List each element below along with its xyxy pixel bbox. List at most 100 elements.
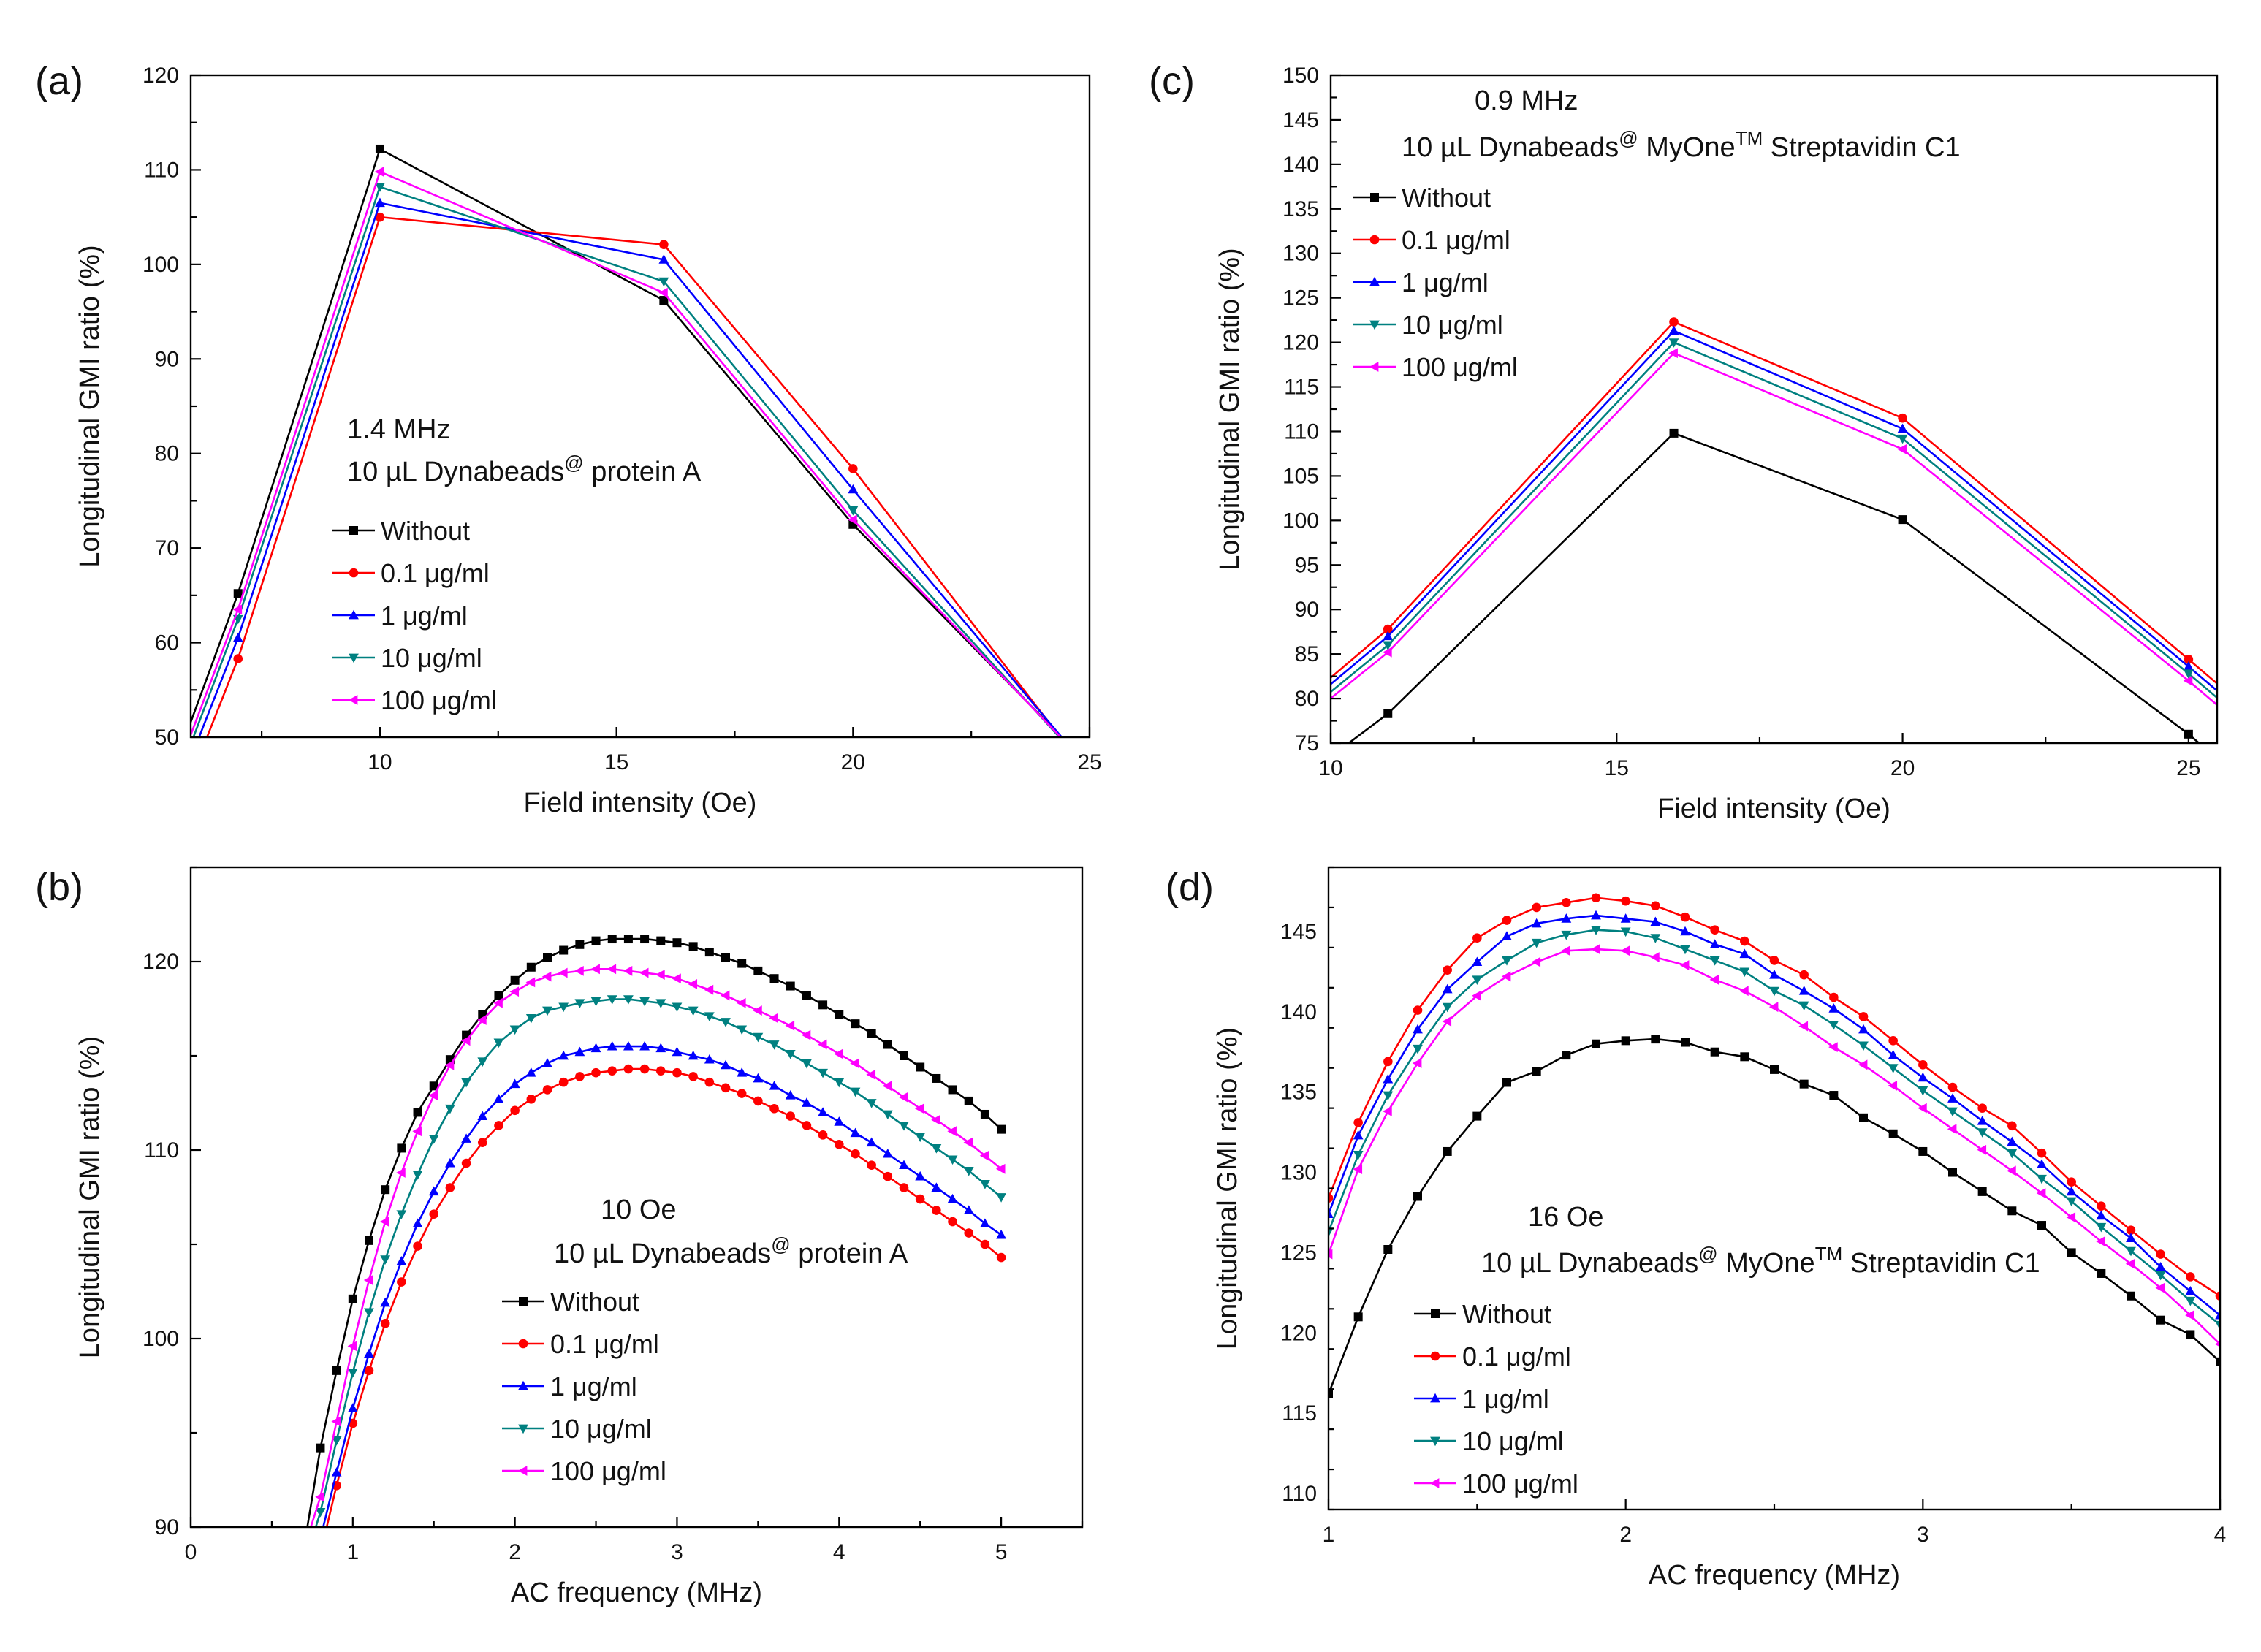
data-point xyxy=(720,990,730,1001)
legend-label: 10 μg/ml xyxy=(550,1414,652,1444)
data-point xyxy=(963,1166,974,1176)
data-point xyxy=(1898,413,1907,423)
chart-svg: 90 100 110 120 0 1 2 3 4 5 AC frequency (MHz) Longi… xyxy=(75,866,1084,1608)
data-point xyxy=(1383,1091,1394,1101)
data-point xyxy=(1591,893,1601,903)
data-point xyxy=(1897,434,1908,444)
data-point xyxy=(1413,1024,1423,1034)
data-point xyxy=(1383,631,1394,641)
data-point xyxy=(1739,967,1750,978)
data-point xyxy=(461,1133,471,1143)
data-point xyxy=(1740,1052,1749,1062)
data-point xyxy=(947,1193,958,1203)
data-point xyxy=(1383,641,1394,651)
data-point xyxy=(916,1062,925,1072)
annotation-condition: 0.9 MHz xyxy=(1475,85,1578,116)
data-point xyxy=(656,1066,666,1076)
data-point xyxy=(1561,913,1572,923)
x-axis-title: AC frequency (MHz) xyxy=(511,1577,762,1608)
data-point xyxy=(331,1416,341,1427)
data-point xyxy=(802,991,811,1000)
data-point xyxy=(2037,1159,2047,1168)
y-tick-label: 60 xyxy=(155,631,179,655)
data-point xyxy=(347,1403,358,1412)
x-axis-title: AC frequency (MHz) xyxy=(1649,1560,1900,1591)
data-point xyxy=(2186,1330,2195,1339)
data-point xyxy=(1977,1128,1988,1138)
data-point xyxy=(559,945,569,955)
data-point xyxy=(753,966,763,975)
data-point xyxy=(656,970,665,980)
data-point xyxy=(834,1078,845,1088)
data-point xyxy=(639,997,650,1007)
data-point xyxy=(461,1078,471,1088)
data-point xyxy=(332,1366,341,1375)
data-point xyxy=(639,1040,650,1051)
legend-marker xyxy=(1430,1393,1440,1403)
data-point xyxy=(2127,1291,2135,1301)
data-point xyxy=(1710,925,1720,935)
data-point xyxy=(558,1002,569,1013)
data-point xyxy=(2037,1174,2047,1184)
data-point xyxy=(1977,1187,1987,1196)
y-tick-label: 100 xyxy=(1282,509,1319,533)
data-point xyxy=(607,1066,618,1076)
data-point xyxy=(1680,945,1690,955)
data-point xyxy=(525,977,536,988)
panel-label: (d) xyxy=(1166,865,1214,909)
panel-label: (c) xyxy=(1149,59,1195,103)
y-tick-label: 120 xyxy=(142,64,179,88)
data-point xyxy=(704,1077,715,1087)
data-point xyxy=(672,1067,682,1078)
x-tick-label: 2 xyxy=(1619,1523,1632,1547)
legend: Without 0.1 μg/ml 1 μg/ml 10 μg/ml 100 μg/ml xyxy=(502,1287,666,1486)
data-point xyxy=(1383,709,1393,718)
data-point xyxy=(429,1209,439,1219)
data-point xyxy=(375,197,385,208)
data-point xyxy=(299,1561,309,1570)
y-tick-label: 110 xyxy=(1284,419,1319,444)
series-line-3 xyxy=(1331,341,2217,699)
data-point xyxy=(834,1139,844,1149)
data-point xyxy=(1620,927,1631,937)
data-point xyxy=(964,1228,974,1238)
data-point xyxy=(1651,1035,1660,1044)
data-point xyxy=(1799,970,1809,980)
data-point xyxy=(542,1058,552,1067)
data-point xyxy=(736,997,746,1008)
series-line-3 xyxy=(192,186,1061,737)
data-point xyxy=(2183,661,2194,671)
series-line-0 xyxy=(1329,1038,2220,1395)
panel-label: (a) xyxy=(35,59,83,103)
data-point xyxy=(574,1046,585,1057)
data-point xyxy=(2007,1121,2017,1131)
data-point xyxy=(914,1103,924,1114)
data-point xyxy=(867,1029,876,1038)
data-point xyxy=(1898,515,1907,525)
data-point xyxy=(1668,348,1678,359)
data-point xyxy=(1502,916,1512,925)
legend-label: Without xyxy=(1462,1299,1551,1329)
data-point xyxy=(1353,1312,1363,1322)
data-point xyxy=(623,995,634,1005)
legend-marker xyxy=(518,1339,528,1349)
data-point xyxy=(834,1116,845,1126)
data-point xyxy=(802,1097,812,1107)
data-point xyxy=(915,1133,926,1143)
data-point xyxy=(331,1436,342,1446)
x-tick-label: 1 xyxy=(346,1540,359,1564)
data-point xyxy=(461,1158,471,1168)
data-point xyxy=(1329,1249,1333,1260)
data-point xyxy=(672,1046,683,1057)
data-point xyxy=(1947,1093,1958,1103)
data-point xyxy=(1443,965,1452,975)
y-tick-label: 105 xyxy=(1282,464,1319,488)
data-point xyxy=(848,484,859,494)
data-point xyxy=(1888,1080,1898,1091)
data-point xyxy=(1353,1118,1363,1127)
data-point xyxy=(2066,1186,2077,1196)
annotation-reagent: 10 µL Dynabeads@ protein A xyxy=(347,452,702,487)
legend-label: 100 μg/ml xyxy=(1462,1469,1578,1499)
data-point xyxy=(2067,1177,2076,1187)
data-point xyxy=(300,1542,308,1550)
